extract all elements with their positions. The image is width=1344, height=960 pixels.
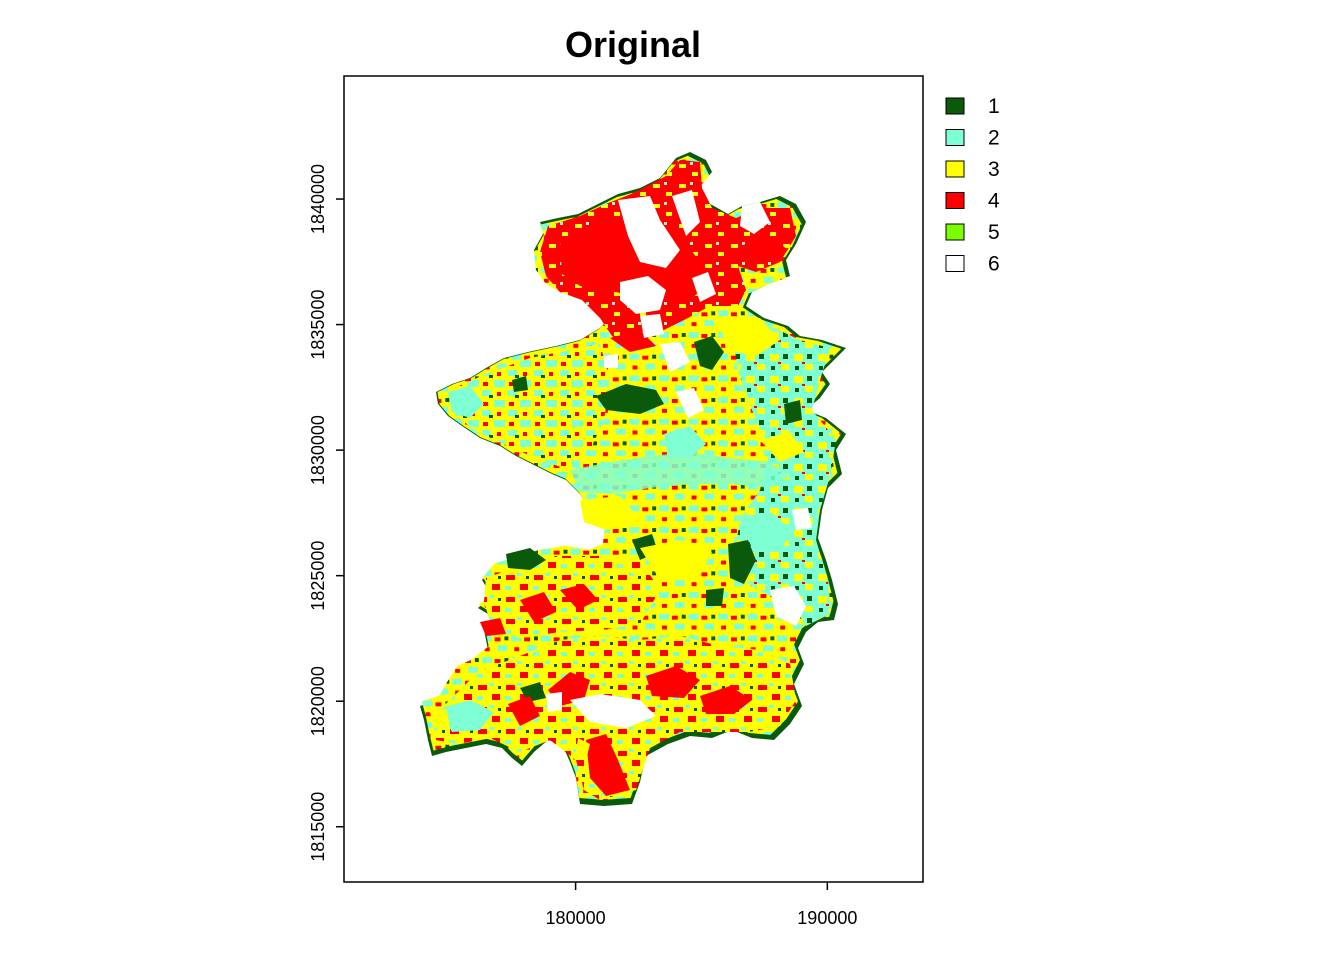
cyan-patch [448,386,484,418]
red-patch [646,666,700,698]
red-patch [508,696,540,726]
x-axis: 180000 190000 [546,882,857,928]
legend-label: 6 [988,253,1000,276]
legend-swatch [945,223,965,241]
white-hole [570,694,656,728]
dark-green-patch [520,682,546,702]
red-patch [480,618,506,636]
cyan-band [570,452,790,494]
region-west [450,344,610,470]
dark-green-patch [596,384,664,414]
dark-green-patch [694,336,724,370]
white-hole [672,190,700,236]
legend-label: 5 [988,221,1000,244]
red-patch [740,236,788,262]
legend-swatch [945,129,965,146]
x-tick-label: 190000 [797,908,857,928]
y-tick-label: 1835000 [308,290,328,360]
land-cover-map [420,152,846,806]
white-hole [740,202,770,234]
x-tick-label: 180000 [546,908,606,928]
y-tick-label: 1830000 [308,415,328,485]
legend: 1 2 3 4 5 6 [945,95,1000,276]
red-patch [560,584,598,610]
legend-swatch [945,192,965,209]
yellow-patch [580,496,640,530]
white-hole [604,354,618,368]
white-hole [618,196,680,268]
yellow-patch [430,708,450,728]
white-hole [620,276,666,314]
white-hole [792,508,812,530]
dark-green-patch [512,376,528,392]
white-hole [770,586,806,626]
red-patch [520,592,556,622]
map-title: Original [564,24,702,65]
white-hole [546,692,562,712]
legend-swatch [945,255,965,272]
legend-label: 3 [988,158,1000,181]
cyan-patch [440,700,494,732]
dark-green-patch [506,548,546,570]
cyan-patch [740,512,792,552]
legend-label: 1 [988,95,1000,118]
plot-frame [343,75,924,883]
legend-swatch [945,160,965,178]
dark-green-patch [728,540,756,584]
dark-green-patch [784,400,802,424]
white-hole [660,342,690,372]
yellow-patch [760,432,804,462]
white-hole [676,388,704,418]
y-tick-label: 1840000 [308,164,328,234]
legend-label: 2 [988,127,1000,150]
white-hole [640,314,664,338]
white-hole [692,272,716,302]
yellow-patch [720,318,780,356]
yellow-patch [640,540,712,580]
y-tick-label: 1815000 [308,792,328,862]
red-patch [700,686,752,714]
y-tick-label: 1825000 [308,541,328,611]
yellow-patch [576,738,590,760]
cyan-patch [664,426,706,458]
red-patch [586,734,630,796]
y-axis: 1815000 1820000 1825000 1830000 1835000 18400… [308,164,344,862]
dark-green-patch [706,588,724,606]
legend-swatch [945,97,965,115]
y-tick-label: 1820000 [308,666,328,736]
legend-label: 4 [988,190,1000,213]
